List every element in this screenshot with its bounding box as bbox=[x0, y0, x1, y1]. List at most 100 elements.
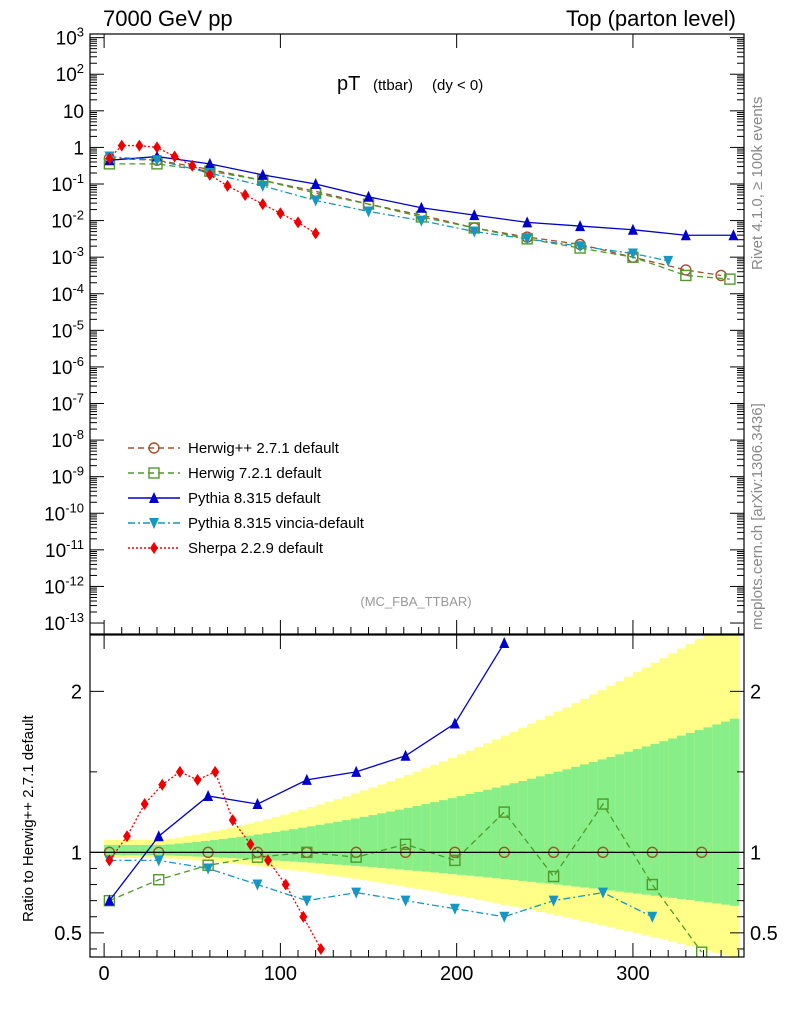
chart-title-rest: (dy < 0) bbox=[432, 77, 483, 94]
y-tick-label: 10-8 bbox=[51, 427, 84, 452]
y-tick-label: 10 bbox=[63, 102, 84, 123]
series-point-3 bbox=[257, 180, 268, 192]
ratio-point-2 bbox=[400, 749, 411, 761]
ratio-point-3 bbox=[548, 895, 559, 907]
green-band bbox=[562, 769, 572, 886]
series-point-2 bbox=[204, 157, 215, 169]
ratio-point-3 bbox=[351, 887, 362, 899]
ratio-y-tick-label: 0.5 bbox=[54, 923, 82, 945]
green-band bbox=[439, 800, 449, 874]
series-point-4 bbox=[135, 139, 144, 152]
legend-label: Herwig++ 2.7.1 default bbox=[188, 440, 340, 457]
green-band bbox=[139, 844, 149, 856]
green-band bbox=[227, 837, 237, 859]
series-point-4 bbox=[105, 152, 114, 165]
green-band bbox=[456, 796, 466, 875]
green-band bbox=[491, 787, 502, 879]
series-point-3 bbox=[151, 155, 162, 167]
green-band bbox=[280, 830, 290, 862]
green-band bbox=[465, 794, 475, 876]
green-band bbox=[509, 783, 519, 881]
ratio-point-4 bbox=[316, 942, 325, 955]
green-band bbox=[368, 815, 378, 868]
green-band bbox=[668, 738, 678, 898]
series-point-3 bbox=[469, 226, 480, 238]
x-tick-label: 100 bbox=[264, 963, 297, 985]
ratio-point-1 bbox=[547, 870, 560, 883]
green-band bbox=[209, 840, 220, 858]
rivet-label: Rivet 4.1.0, ≥ 100k events bbox=[749, 96, 766, 270]
green-band bbox=[121, 844, 132, 856]
ratio-point-2 bbox=[351, 765, 362, 777]
series-point-3 bbox=[627, 248, 638, 260]
ratio-point-3 bbox=[647, 911, 658, 923]
series-point-4 bbox=[152, 141, 161, 154]
ratio-y-tick-label-right: 2 bbox=[750, 681, 761, 703]
green-band bbox=[677, 735, 687, 900]
green-band bbox=[527, 778, 537, 882]
series-point-2 bbox=[416, 201, 427, 213]
green-band bbox=[156, 844, 167, 856]
x-tick-label: 300 bbox=[616, 963, 649, 985]
ratio-y-tick-label: 2 bbox=[71, 681, 82, 703]
series-point-4 bbox=[117, 139, 126, 152]
series-point-2 bbox=[627, 223, 638, 235]
green-band bbox=[615, 754, 625, 892]
green-band bbox=[430, 802, 440, 873]
ratio-point-1 bbox=[695, 946, 708, 957]
series-point-4 bbox=[205, 168, 214, 181]
green-band bbox=[712, 724, 722, 904]
series-point-4 bbox=[241, 188, 250, 201]
green-band bbox=[606, 756, 616, 891]
mcplots-label: mcplots.cern.ch [arXiv:1306.3436] bbox=[749, 403, 766, 630]
header-left: 7000 GeV pp bbox=[103, 6, 233, 31]
ratio-point-1 bbox=[646, 878, 659, 891]
ratio-point-3 bbox=[301, 895, 312, 907]
green-band bbox=[571, 766, 581, 887]
legend-marker bbox=[149, 492, 159, 503]
series-point-4 bbox=[223, 179, 232, 192]
y-tick-label: 10-4 bbox=[51, 281, 84, 306]
green-band bbox=[377, 813, 387, 868]
chart-title-main: pT bbox=[337, 73, 360, 95]
y-tick-label: 10-12 bbox=[44, 573, 84, 598]
y-tick-label: 10-11 bbox=[45, 537, 84, 562]
legend-label: Sherpa 2.2.9 default bbox=[188, 540, 324, 557]
green-band bbox=[544, 774, 555, 884]
ratio-point-4 bbox=[299, 910, 308, 923]
series-point-2 bbox=[363, 190, 374, 202]
ratio-point-2 bbox=[301, 773, 312, 785]
ratio-point-3 bbox=[153, 855, 164, 867]
ratio-point-1 bbox=[449, 854, 461, 867]
green-band bbox=[447, 798, 458, 875]
legend-marker bbox=[148, 467, 160, 479]
green-band bbox=[174, 843, 184, 856]
green-band bbox=[624, 751, 634, 893]
green-band bbox=[650, 743, 660, 896]
y-tick-label: 10-2 bbox=[51, 208, 84, 233]
ratio-point-4 bbox=[281, 878, 290, 891]
ratio-point-4 bbox=[140, 798, 149, 811]
green-band bbox=[306, 826, 317, 863]
green-band bbox=[192, 841, 202, 857]
series-point-3 bbox=[416, 215, 427, 227]
ratio-point-1 bbox=[399, 838, 412, 850]
green-band bbox=[641, 746, 652, 895]
green-band bbox=[324, 823, 334, 864]
green-band bbox=[350, 818, 361, 866]
green-band bbox=[421, 804, 431, 872]
green-band bbox=[729, 718, 740, 906]
green-band bbox=[218, 839, 228, 858]
chart-title-small: (ttbar) bbox=[373, 77, 413, 94]
green-band bbox=[333, 821, 343, 865]
green-band bbox=[342, 820, 352, 866]
green-band bbox=[474, 791, 484, 877]
legend-label: Herwig 7.2.1 default bbox=[188, 465, 322, 482]
legend-label: Pythia 8.315 default bbox=[188, 490, 321, 507]
series-point-4 bbox=[258, 198, 267, 211]
series-line-3 bbox=[109, 155, 669, 262]
ratio-point-2 bbox=[203, 790, 214, 801]
green-band bbox=[394, 809, 405, 870]
green-band bbox=[201, 841, 211, 857]
